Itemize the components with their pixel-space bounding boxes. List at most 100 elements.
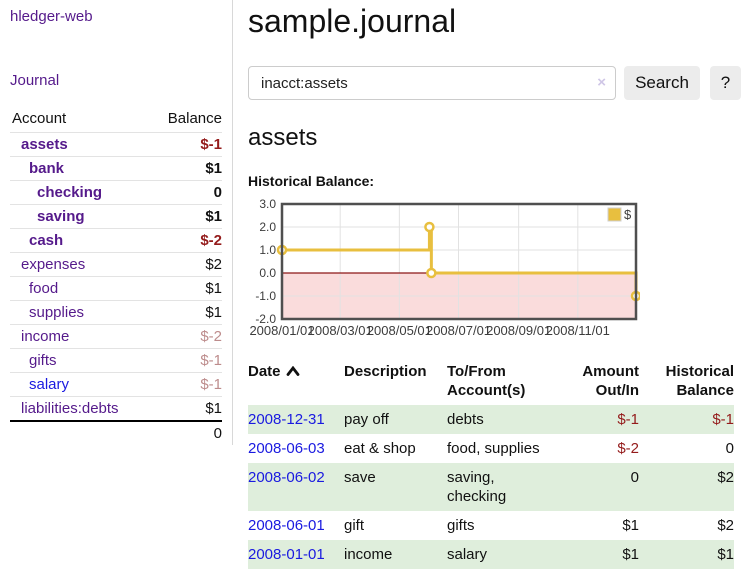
- legend-swatch: [607, 207, 622, 222]
- sidebar-item-journal[interactable]: Journal: [10, 72, 60, 89]
- account-row: income $-2: [10, 324, 222, 349]
- accounts-header-row: Account Balance: [10, 107, 222, 133]
- transaction-date-link[interactable]: 2008-06-02: [248, 469, 325, 486]
- account-link[interactable]: saving: [37, 208, 85, 225]
- sort-ascending-icon: [286, 365, 299, 376]
- account-balance: $-1: [200, 136, 222, 153]
- account-link[interactable]: salary: [29, 376, 70, 393]
- data-point-marker[interactable]: [426, 267, 437, 279]
- x-tick-label: 2008/09/01: [486, 323, 551, 338]
- accounts-header-balance: Balance: [167, 110, 222, 127]
- register-table: Date Description To/From Account(s) Amou…: [248, 358, 734, 569]
- transaction-date-link[interactable]: 2008-01-01: [248, 546, 325, 563]
- transaction-date-link[interactable]: 2008-12-31: [248, 411, 325, 428]
- transaction-amount: $-1: [617, 411, 639, 428]
- plot-border: [280, 202, 638, 321]
- y-tick-label: 0.0: [259, 266, 276, 280]
- account-link[interactable]: income: [21, 328, 70, 345]
- account-row: food $1: [10, 276, 222, 301]
- account-link[interactable]: supplies: [29, 304, 85, 321]
- transaction-amount: $1: [622, 546, 639, 563]
- account-row: checking 0: [10, 180, 222, 205]
- transaction-description: save: [344, 469, 376, 486]
- transaction-date-link[interactable]: 2008-06-03: [248, 440, 325, 457]
- transaction-accounts: food, supplies: [447, 440, 540, 457]
- register-header-date[interactable]: Date: [248, 358, 344, 405]
- search-form: × Search ?: [248, 66, 742, 100]
- account-balance: $-2: [200, 328, 222, 345]
- account-row: cash $-2: [10, 228, 222, 253]
- y-tick-label: 1.0: [259, 243, 276, 257]
- register-row: 2008-06-03 eat & shop food, supplies $-2 0: [248, 434, 734, 463]
- y-tick-label: -1.0: [255, 289, 276, 303]
- chart-heading: Historical Balance:: [248, 173, 375, 189]
- accounts-total-balance: 0: [213, 425, 222, 442]
- data-point-marker[interactable]: [424, 221, 435, 233]
- clear-search-icon[interactable]: ×: [597, 74, 606, 91]
- account-link[interactable]: assets: [21, 136, 68, 153]
- transaction-balance: 0: [725, 440, 734, 457]
- transaction-balance: $1: [717, 546, 734, 563]
- account-balance: $1: [205, 304, 222, 321]
- main-content: sample.journal × Search ? assets Histori…: [233, 0, 742, 569]
- y-tick-label: -2.0: [255, 312, 276, 326]
- register-row: 2008-06-02 save saving, checking 0 $2: [248, 463, 734, 511]
- page-title: sample.journal: [248, 3, 457, 39]
- account-link[interactable]: liabilities:debts: [21, 400, 119, 417]
- x-tick-label: 2008/07/01: [426, 323, 491, 338]
- transaction-description: pay off: [344, 411, 389, 428]
- account-row: liabilities:debts $1: [10, 396, 222, 422]
- account-row: supplies $1: [10, 300, 222, 325]
- register-header-amount: Amount Out/In: [582, 363, 639, 399]
- account-link[interactable]: bank: [29, 160, 65, 177]
- account-heading: assets: [248, 124, 318, 151]
- register-header-accounts: To/From Account(s): [447, 363, 526, 399]
- legend-label: $: [624, 207, 632, 222]
- account-balance: $1: [205, 280, 222, 297]
- accounts-body: assets $-1 bank $1 checking 0 saving $1 cash $-2 e…: [10, 132, 222, 422]
- x-tick-label: 2008/05/01: [367, 323, 432, 338]
- historical-balance-chart[interactable]: 3.0 2.0 1.0 0.0 -1.0 -2.02008/01/012008/03/01…: [248, 198, 640, 344]
- account-row: bank $1: [10, 156, 222, 181]
- account-row: saving $1: [10, 204, 222, 229]
- account-link[interactable]: expenses: [21, 256, 86, 273]
- transaction-date-link[interactable]: 2008-06-01: [248, 517, 325, 534]
- page: hledger-web Journal Account Balance asse…: [0, 0, 742, 569]
- account-balance: $-1: [200, 352, 222, 369]
- transaction-amount: $-2: [617, 440, 639, 457]
- accounts-total-row: 0: [10, 421, 222, 445]
- account-row: expenses $2: [10, 252, 222, 277]
- search-input[interactable]: [248, 66, 616, 100]
- search-button[interactable]: Search: [624, 66, 700, 100]
- help-button[interactable]: ?: [710, 66, 741, 100]
- register-row: 2008-12-31 pay off debts $-1 $-1: [248, 405, 734, 434]
- transaction-accounts: gifts: [447, 517, 475, 534]
- transaction-amount: 0: [630, 469, 639, 486]
- app-brand-link[interactable]: hledger-web: [10, 8, 93, 25]
- account-balance: $1: [205, 400, 222, 417]
- sidebar: hledger-web Journal Account Balance asse…: [0, 0, 233, 445]
- account-balance: $1: [205, 208, 222, 225]
- account-link[interactable]: checking: [37, 184, 103, 201]
- account-link[interactable]: food: [29, 280, 59, 297]
- account-balance: $-1: [200, 376, 222, 393]
- x-tick-label: 2008/03/01: [308, 323, 373, 338]
- x-tick-label: 2008/11/01: [546, 323, 610, 338]
- transaction-amount: $1: [622, 517, 639, 534]
- transaction-balance: $-1: [712, 411, 734, 428]
- account-row: salary $-1: [10, 372, 222, 397]
- accounts-header-account: Account: [12, 110, 67, 127]
- transaction-accounts: salary: [447, 546, 488, 563]
- search-box: ×: [248, 66, 616, 100]
- account-balance: $2: [205, 256, 222, 273]
- transaction-description: gift: [344, 517, 365, 534]
- account-balance: $-2: [200, 232, 222, 249]
- account-link[interactable]: cash: [29, 232, 64, 249]
- account-link[interactable]: gifts: [29, 352, 57, 369]
- register-row: 2008-06-01 gift gifts $1 $2: [248, 511, 734, 540]
- account-balance: $1: [205, 160, 222, 177]
- register-header-row: Date Description To/From Account(s) Amou…: [248, 358, 734, 405]
- register-header-description: Description: [344, 363, 427, 380]
- transaction-accounts: saving, checking: [447, 469, 507, 505]
- y-tick-label: 2.0: [259, 220, 276, 234]
